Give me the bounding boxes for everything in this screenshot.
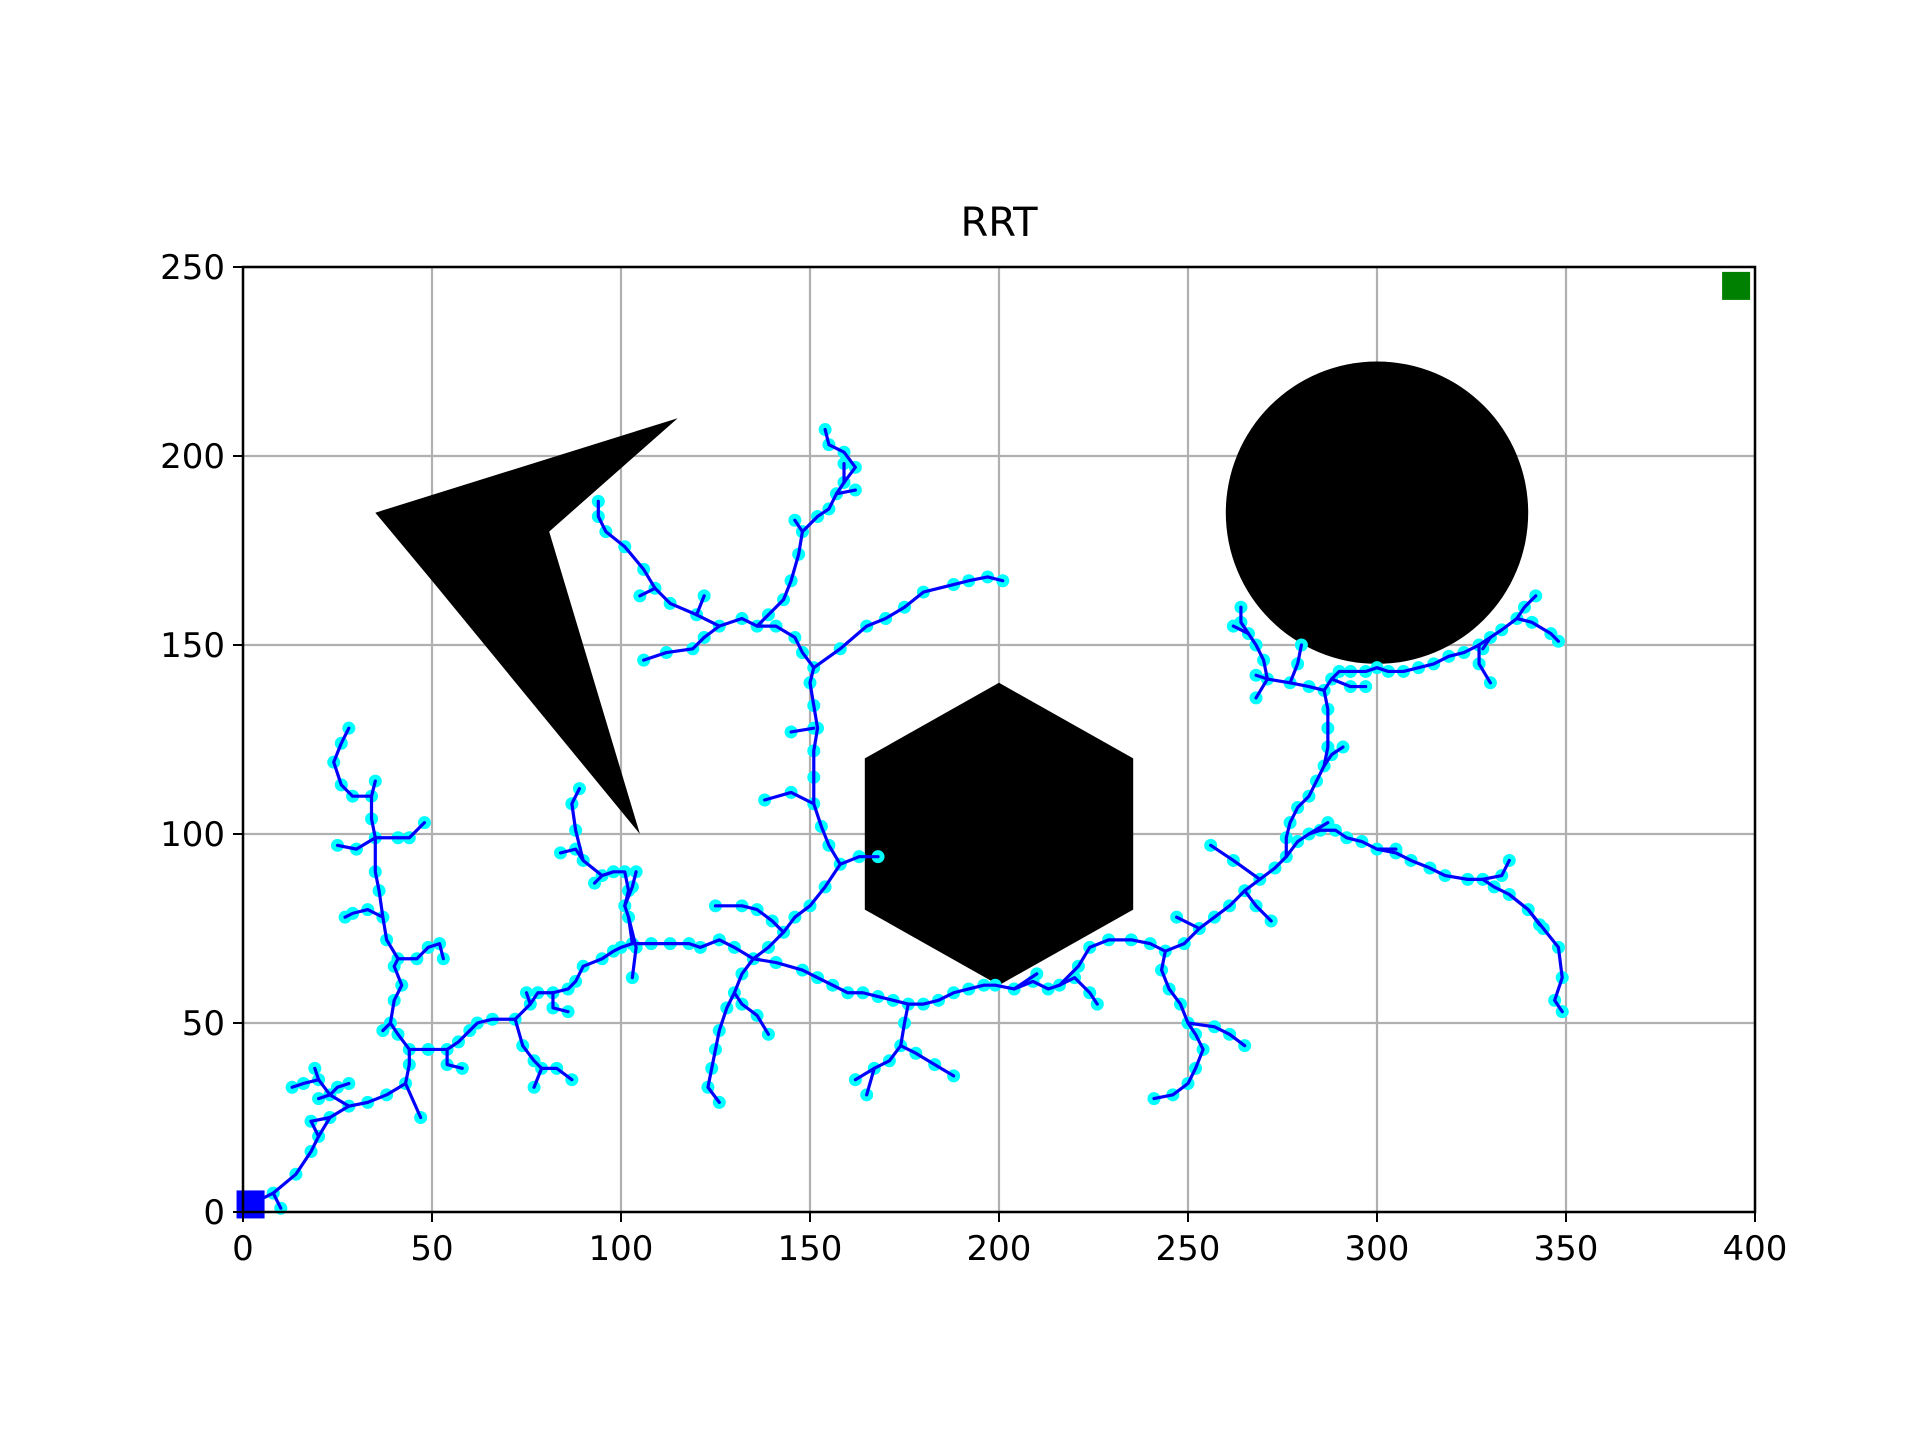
tree-edge [396, 942, 445, 961]
tree-edge [642, 635, 706, 662]
tree-edge [1239, 605, 1269, 681]
tree-edge [1284, 745, 1345, 859]
x-tick-label: 400 [1723, 1229, 1788, 1269]
tree-edge [1231, 624, 1251, 636]
tick-layer: 0 50 100 150 200 250 300 350 400 0 50 100 150 200 250 [160, 248, 1787, 1269]
tree-edge [1186, 1021, 1247, 1048]
tree-edge [335, 836, 377, 851]
tree-edge [1477, 643, 1493, 685]
tree-edge [1481, 635, 1493, 651]
tree-edge [309, 1115, 332, 1123]
y-tick-label: 50 [182, 1004, 225, 1044]
tree-edge [763, 790, 816, 806]
tree-edge [834, 488, 857, 496]
tree-edge [248, 1047, 411, 1207]
tree-edge [313, 1066, 321, 1082]
tree-edge [381, 1021, 411, 1052]
tree-edge [403, 1081, 423, 1120]
tree-edge [532, 1066, 544, 1089]
tree-edge [702, 616, 842, 866]
tree-edge [1012, 972, 1039, 991]
tree-edge [1209, 843, 1262, 881]
marker-layer [236, 271, 1751, 1219]
tree-edge [626, 915, 638, 980]
obstacle-circle [1225, 361, 1529, 664]
tree-edge [407, 1017, 517, 1052]
x-tick-label: 0 [232, 1229, 254, 1269]
tree-edge [513, 938, 755, 1021]
tree-edge [332, 726, 374, 798]
tree-edge [789, 726, 816, 734]
tree-edge [513, 1017, 574, 1082]
tree-edge [751, 855, 880, 961]
tree-edge [638, 586, 657, 598]
tree-edge [551, 991, 570, 1014]
start-marker [236, 1190, 265, 1219]
x-tick-label: 50 [410, 1229, 453, 1269]
tree-edge [899, 1044, 956, 1078]
tree-edge [853, 1002, 910, 1082]
tree-edge [388, 957, 404, 1025]
tree-edge [1481, 858, 1511, 881]
tree-edge [623, 870, 638, 908]
obstacle-layer [375, 361, 1529, 986]
tree-edge [596, 499, 721, 628]
tree-edge [713, 904, 786, 934]
tree-edge [755, 427, 857, 628]
tree-edge [271, 1191, 283, 1210]
tree-edge [751, 957, 1099, 1006]
x-tick-label: 150 [778, 1229, 843, 1269]
x-tick-label: 300 [1345, 1229, 1410, 1269]
tree-edge [1515, 616, 1561, 643]
tree-edge [309, 1119, 321, 1139]
y-tick-label: 200 [160, 437, 225, 477]
tree-edge [343, 907, 385, 919]
tree-edge [570, 787, 585, 863]
tree-edge [317, 1093, 332, 1101]
tree-edge [1307, 821, 1330, 836]
chart-title: RRT [960, 200, 1038, 246]
tree-edge [1175, 915, 1201, 931]
tree-edge [1322, 594, 1538, 768]
x-tick-label: 350 [1534, 1229, 1599, 1269]
tree-edge [328, 1081, 351, 1097]
tree-edge [732, 991, 771, 1036]
tree-edge [706, 957, 755, 1104]
tree-edge [694, 594, 706, 617]
x-tick-label: 100 [589, 1229, 654, 1269]
y-tick-label: 150 [160, 626, 225, 666]
tree-edge [1330, 677, 1368, 689]
y-tick-label: 100 [160, 815, 225, 855]
x-tick-label: 250 [1156, 1229, 1221, 1269]
tree-edge [1254, 677, 1269, 700]
goal-marker [1722, 271, 1751, 300]
tree-edge [793, 518, 805, 534]
tree-edge [1152, 949, 1205, 1101]
y-tick-label: 250 [160, 248, 225, 288]
x-tick-label: 200 [967, 1229, 1032, 1269]
obstacle-polygon [864, 682, 1134, 986]
tree-edge [812, 575, 1005, 670]
tree-edge [558, 847, 634, 946]
tree-edge [445, 1047, 464, 1070]
tree-layer [248, 427, 1564, 1210]
obstacle-polygon [375, 418, 678, 834]
tree-edge [373, 821, 427, 840]
tree-edge [865, 1066, 876, 1097]
tree-edge [592, 873, 604, 885]
tree-edge [1288, 643, 1304, 685]
tree-edge [1507, 892, 1542, 927]
tree-edge [1243, 889, 1273, 923]
tree-edge [524, 991, 532, 1006]
y-tick-label: 0 [203, 1193, 225, 1233]
tree-edge [369, 779, 400, 961]
tree-edge [1057, 828, 1564, 1014]
